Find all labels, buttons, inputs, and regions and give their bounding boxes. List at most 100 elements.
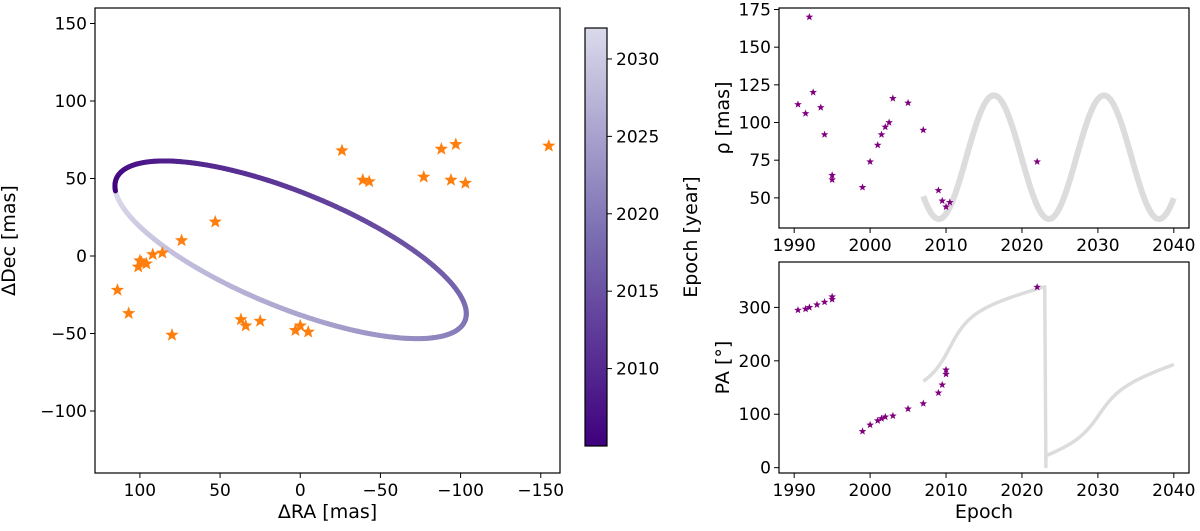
separation-star bbox=[828, 175, 836, 184]
orbit-panel: 100 50 0 −50 −100 −150 −100 −50 0 50 100 150 ΔRA [… bbox=[0, 7, 564, 523]
observation-star bbox=[288, 323, 303, 337]
separation-star bbox=[1033, 157, 1041, 165]
position-angle-star bbox=[873, 416, 882, 424]
observation-star bbox=[458, 176, 473, 189]
separation-star bbox=[816, 103, 825, 111]
position-angle-y-tick-label: 100 bbox=[739, 405, 771, 425]
position-angle-x-tick-label: 2010 bbox=[924, 481, 967, 501]
separation-star bbox=[934, 186, 943, 194]
orbit-plot-frame bbox=[94, 7, 561, 474]
observation-star bbox=[139, 256, 153, 270]
position-angle-star bbox=[801, 305, 810, 313]
epoch-colorbar: 2010 2015 2020 2025 2030 Epoch [year] bbox=[584, 27, 702, 447]
separation-y-tick-label: 125 bbox=[739, 76, 771, 96]
separation-star bbox=[866, 157, 874, 165]
orbit-x-tick-label: 50 bbox=[209, 481, 231, 501]
separation-star bbox=[801, 109, 810, 117]
position-angle-star bbox=[877, 414, 886, 422]
observation-star bbox=[434, 142, 448, 155]
separation-star bbox=[794, 100, 802, 108]
separation-star bbox=[919, 126, 928, 134]
position-angle-star bbox=[938, 380, 947, 389]
separation-y-ticks: 50 75 100 125 150 175 bbox=[739, 1, 779, 209]
position-angle-model-curve bbox=[922, 285, 1175, 469]
position-angle-y-tick-label: 0 bbox=[760, 459, 771, 479]
separation-panel: 1990 2000 2010 2020 2030 2040 50 75 100 125 150 17… bbox=[712, 1, 1195, 256]
observation-star bbox=[122, 306, 136, 320]
separation-star bbox=[942, 202, 950, 211]
colorbar-label: Epoch [year] bbox=[680, 176, 702, 297]
separation-y-tick-label: 100 bbox=[739, 114, 771, 134]
position-angle-x-tick-label: 1990 bbox=[773, 481, 816, 501]
position-angle-x-tick-label: 2000 bbox=[848, 481, 891, 501]
position-angle-measurements bbox=[794, 283, 1041, 435]
position-angle-panel: 1990 2000 2010 2020 2030 2040 0 100 200 300 Epoc… bbox=[712, 261, 1195, 523]
separation-y-tick-label: 150 bbox=[739, 38, 771, 58]
position-angle-star bbox=[889, 411, 897, 420]
orbit-y-tick-label: 150 bbox=[55, 15, 87, 35]
position-angle-star bbox=[904, 404, 912, 413]
position-angle-x-axis-label: Epoch bbox=[955, 501, 1013, 523]
colorbar-tick-label: 2020 bbox=[616, 205, 659, 225]
orbit-observations bbox=[110, 137, 556, 341]
position-angle-x-tick-label: 2020 bbox=[1000, 481, 1043, 501]
position-angle-star bbox=[919, 399, 928, 407]
orbit-x-tick-label: −150 bbox=[517, 481, 564, 501]
orbit-x-ticks: 100 50 0 −50 −100 −150 bbox=[124, 473, 564, 501]
position-angle-star bbox=[858, 427, 867, 435]
separation-star bbox=[820, 130, 829, 138]
position-angle-y-axis-label: PA [°] bbox=[712, 341, 734, 395]
separation-x-tick-label: 2030 bbox=[1076, 236, 1119, 256]
orbit-x-tick-label: −50 bbox=[362, 481, 398, 501]
observation-star bbox=[155, 245, 169, 259]
observation-star bbox=[110, 283, 125, 296]
position-angle-x-tick-label: 2030 bbox=[1076, 481, 1119, 501]
orbit-x-axis-label: ΔRA [mas] bbox=[278, 501, 377, 523]
position-angle-x-tick-label: 2040 bbox=[1152, 481, 1195, 501]
orbit-x-tick-label: 0 bbox=[295, 481, 306, 501]
separation-star bbox=[805, 13, 814, 21]
separation-x-tick-label: 2000 bbox=[848, 236, 891, 256]
separation-y-tick-label: 75 bbox=[749, 151, 771, 171]
position-angle-star bbox=[813, 300, 821, 308]
observation-star bbox=[208, 214, 222, 228]
separation-star bbox=[877, 130, 886, 138]
position-angle-star bbox=[881, 412, 890, 421]
observation-star bbox=[301, 324, 315, 338]
colorbar-ticks: 2010 2015 2020 2025 2030 bbox=[607, 50, 659, 380]
position-angle-y-tick-label: 300 bbox=[739, 298, 771, 318]
position-angle-star bbox=[1033, 283, 1041, 291]
position-angle-star bbox=[794, 306, 802, 314]
observation-star bbox=[335, 143, 349, 157]
orbit-y-tick-label: 100 bbox=[55, 92, 87, 112]
position-angle-plot-frame bbox=[778, 261, 1190, 474]
observation-star bbox=[174, 233, 189, 247]
observation-star bbox=[356, 173, 370, 186]
orbit-y-tick-label: 50 bbox=[65, 170, 87, 190]
orbit-track bbox=[112, 158, 469, 342]
position-angle-x-ticks: 1990 2000 2010 2020 2030 2040 bbox=[773, 473, 1195, 501]
observation-star bbox=[253, 314, 267, 327]
separation-star bbox=[809, 88, 817, 96]
separation-star bbox=[873, 141, 882, 149]
observation-star bbox=[146, 247, 160, 261]
colorbar-tick-label: 2025 bbox=[616, 127, 659, 147]
separation-y-tick-label: 50 bbox=[749, 189, 771, 209]
position-angle-star bbox=[934, 388, 943, 397]
separation-x-tick-label: 2020 bbox=[1000, 236, 1043, 256]
orbit-x-tick-label: −100 bbox=[437, 481, 484, 501]
separation-model-curve bbox=[920, 92, 1177, 222]
position-angle-star bbox=[820, 298, 829, 306]
observation-star bbox=[449, 137, 463, 151]
orbit-y-ticks: −100 −50 0 50 100 150 bbox=[40, 15, 95, 422]
observation-star bbox=[542, 138, 556, 152]
separation-y-axis-label: ρ [mas] bbox=[712, 82, 734, 155]
position-angle-star bbox=[942, 365, 950, 374]
position-angle-star bbox=[805, 303, 814, 311]
orbit-y-axis-label: ΔDec [mas] bbox=[0, 185, 20, 296]
colorbar-tick-label: 2010 bbox=[616, 360, 659, 380]
position-angle-star bbox=[828, 295, 836, 303]
separation-x-tick-label: 1990 bbox=[773, 236, 816, 256]
colorbar-tick-label: 2015 bbox=[616, 282, 659, 302]
